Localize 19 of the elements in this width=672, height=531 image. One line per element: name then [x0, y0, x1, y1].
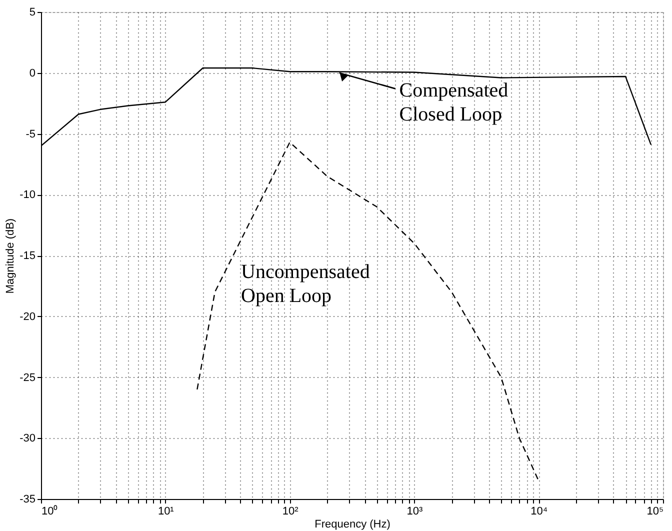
x-tick-label: 10¹	[158, 506, 174, 518]
y-tick-label: -25	[20, 372, 36, 384]
y-tick-label: -15	[20, 250, 36, 262]
y-tick-label: -30	[20, 432, 36, 445]
x-tick-label: 10³	[406, 506, 423, 518]
x-tick-label: 10⁵	[646, 506, 664, 518]
y-tick-label: -20	[20, 310, 36, 323]
x-tick-label: 10⁰	[42, 504, 58, 518]
y-tick-label: -5	[26, 128, 36, 140]
y-axis-title: Magnitude (dB)	[4, 218, 17, 294]
y-tick-label: -10	[20, 189, 36, 202]
annotation: Uncompensated Open Loop	[241, 261, 370, 307]
annotation: Compensated Closed Loop	[399, 80, 508, 126]
x-axis-title: Frequency (Hz)	[314, 518, 390, 530]
y-tick-label: -35	[20, 494, 36, 506]
x-tick-label: 10²	[282, 506, 299, 518]
y-tick-label: 5	[29, 6, 36, 18]
y-tick-label: 0	[29, 67, 36, 80]
x-tick-label: 10⁴	[530, 506, 548, 518]
